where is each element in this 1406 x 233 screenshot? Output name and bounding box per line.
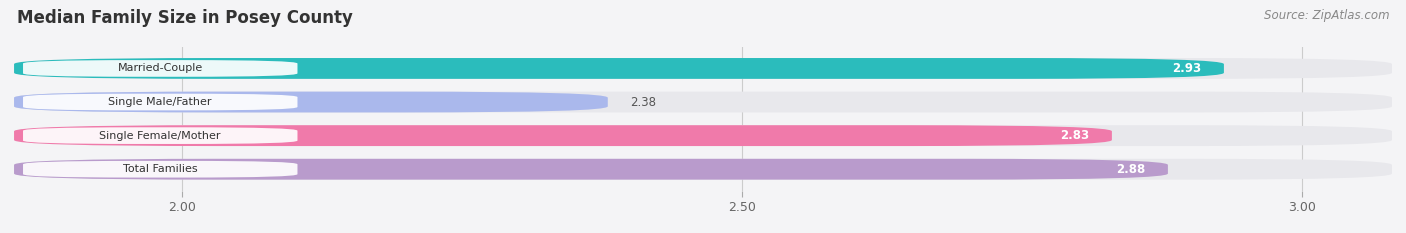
Text: 2.88: 2.88: [1116, 163, 1146, 176]
FancyBboxPatch shape: [14, 159, 1392, 180]
FancyBboxPatch shape: [22, 60, 298, 77]
FancyBboxPatch shape: [14, 92, 1392, 113]
Text: Median Family Size in Posey County: Median Family Size in Posey County: [17, 9, 353, 27]
Text: 2.38: 2.38: [630, 96, 657, 109]
FancyBboxPatch shape: [22, 161, 298, 178]
FancyBboxPatch shape: [22, 94, 298, 110]
Text: 2.83: 2.83: [1060, 129, 1090, 142]
FancyBboxPatch shape: [22, 127, 298, 144]
FancyBboxPatch shape: [14, 92, 607, 113]
Text: Single Female/Mother: Single Female/Mother: [100, 131, 221, 141]
FancyBboxPatch shape: [14, 125, 1112, 146]
FancyBboxPatch shape: [14, 125, 1392, 146]
Text: Source: ZipAtlas.com: Source: ZipAtlas.com: [1264, 9, 1389, 22]
FancyBboxPatch shape: [14, 159, 1168, 180]
Text: Single Male/Father: Single Male/Father: [108, 97, 212, 107]
Text: Married-Couple: Married-Couple: [118, 63, 202, 73]
Text: Total Families: Total Families: [122, 164, 198, 174]
FancyBboxPatch shape: [14, 58, 1223, 79]
Text: 2.93: 2.93: [1173, 62, 1202, 75]
FancyBboxPatch shape: [14, 58, 1392, 79]
